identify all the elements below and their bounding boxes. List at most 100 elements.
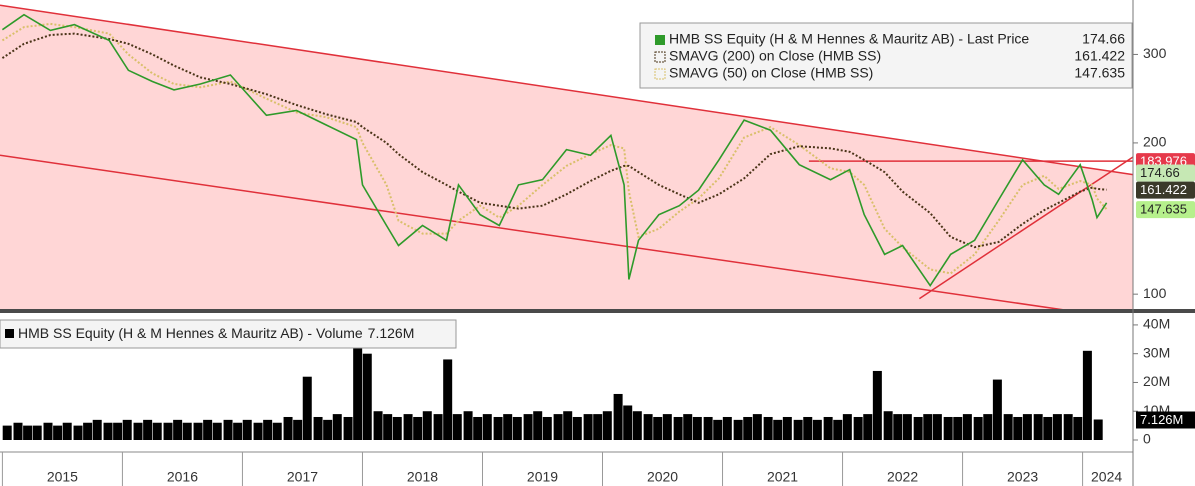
volume-bar <box>943 416 953 440</box>
volume-bar <box>152 422 162 440</box>
volume-bar <box>373 411 383 440</box>
volume-bar <box>743 416 753 440</box>
x-tick-label: 2023 <box>1007 469 1038 485</box>
volume-bar <box>683 414 693 440</box>
x-tick-label: 2021 <box>767 469 798 485</box>
volume-bar <box>233 422 243 440</box>
trend-line <box>0 4 1134 176</box>
x-tick-label: 2016 <box>167 469 198 485</box>
legend-swatch <box>655 35 665 45</box>
volume-bar <box>473 416 483 440</box>
volume-bar <box>793 419 803 440</box>
x-axis-area: 2015 2016 2017 2018 2019 2020 2021 2022 2023 2024 <box>1 452 1122 486</box>
legend-value: 174.66 <box>1082 31 1125 47</box>
volume-bar <box>493 416 503 440</box>
legend-label: HMB SS Equity (H & M Hennes & Mauritz AB… <box>669 31 1029 47</box>
volume-bar <box>653 416 663 440</box>
price-legend: HMB SS Equity (H & M Hennes & Mauritz AB… <box>639 22 1133 89</box>
legend-value: 147.635 <box>1074 65 1125 81</box>
volume-bar <box>133 422 143 440</box>
volume-bar <box>73 425 83 440</box>
volume-bar <box>193 422 203 440</box>
legend-swatch <box>654 68 666 80</box>
panel-divider <box>0 309 1195 313</box>
legend-box <box>639 22 1133 89</box>
y-tick-label: 0 <box>1143 431 1151 447</box>
volume-bar <box>662 414 672 440</box>
volume-bar <box>53 425 63 440</box>
volume-bar <box>623 405 633 440</box>
y-tick-label: 300 <box>1143 45 1167 61</box>
volume-bar <box>512 416 522 440</box>
volume-bar <box>932 414 942 440</box>
trend-line <box>918 156 1134 300</box>
volume-bar <box>923 414 933 440</box>
y-tick-label: 100 <box>1143 285 1167 301</box>
x-tick-label: 2018 <box>407 469 438 485</box>
legend-value: 161.422 <box>1074 48 1125 64</box>
volume-bar <box>833 419 843 440</box>
volume-bar <box>1013 416 1023 440</box>
volume-bar <box>572 416 582 440</box>
volume-bar <box>563 411 573 440</box>
volume-bar <box>223 419 233 440</box>
volume-bar <box>83 422 93 440</box>
volume-bar <box>542 416 552 440</box>
volume-bar <box>1033 414 1043 440</box>
volume-bar <box>2 425 12 440</box>
last-value-label: 147.635 <box>1140 202 1187 217</box>
volume-bar <box>632 411 642 440</box>
volume-bar <box>452 414 462 440</box>
legend-label: HMB SS Equity (H & M Hennes & Mauritz AB… <box>18 325 414 341</box>
volume-bar <box>463 411 473 440</box>
volume-bar <box>553 414 563 440</box>
volume-bar <box>182 422 192 440</box>
volume-bar <box>242 419 252 440</box>
x-tick-label: 2022 <box>887 469 918 485</box>
volume-bar <box>782 416 792 440</box>
volume-bar <box>613 393 623 440</box>
volume-bar <box>383 414 393 440</box>
volume-bar <box>482 414 492 440</box>
volume-bar <box>13 422 23 440</box>
volume-bar <box>23 425 33 440</box>
volume-bar <box>253 422 263 440</box>
y-tick-label: 40M <box>1143 316 1170 332</box>
x-tick-label: 2024 <box>1091 469 1122 485</box>
volume-bar <box>173 419 183 440</box>
volume-bar <box>713 419 723 440</box>
x-tick-label: 2019 <box>527 469 558 485</box>
volume-bar <box>703 416 713 440</box>
volume-bar <box>692 416 702 440</box>
volume-bar <box>773 419 783 440</box>
volume-bar <box>853 416 863 440</box>
trend-line <box>0 154 1065 311</box>
x-tick-label: 2020 <box>647 469 678 485</box>
volume-bar <box>283 416 293 440</box>
legend-label: SMAVG (50) on Close (HMB SS) <box>669 65 873 81</box>
volume-bar <box>842 414 852 440</box>
volume-bar <box>103 422 113 440</box>
channel-fill <box>0 5 1133 311</box>
volume-bar <box>983 414 993 440</box>
last-value-label-box <box>1136 164 1195 182</box>
last-value-label: 174.66 <box>1140 165 1180 180</box>
legend-box <box>0 319 457 349</box>
volume-bar <box>1093 419 1103 440</box>
volume-bar <box>32 425 42 440</box>
legend-name: HMB SS Equity (H & M Hennes & Mauritz AB… <box>18 325 363 341</box>
volume-bar <box>763 416 773 440</box>
volume-bar <box>962 414 972 440</box>
volume-bar <box>503 414 513 440</box>
volume-bar <box>293 419 303 440</box>
volume-bar <box>272 422 282 440</box>
y-tick-label: 20M <box>1143 373 1170 389</box>
series-line <box>1 22 1108 275</box>
volume-bar <box>122 419 132 440</box>
volume-bar <box>43 422 53 440</box>
volume-bar <box>872 370 882 440</box>
volume-bar <box>343 416 353 440</box>
volume-bar <box>62 422 72 440</box>
volume-bar <box>433 414 443 440</box>
